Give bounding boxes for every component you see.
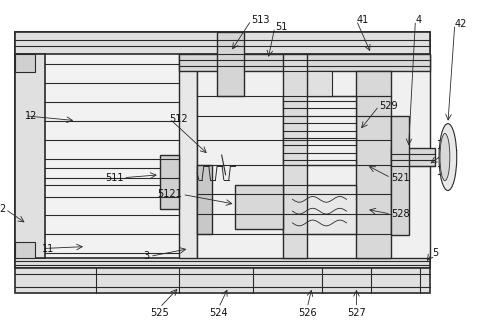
Bar [179, 54, 197, 258]
Bar [197, 54, 430, 258]
Text: 42: 42 [455, 19, 467, 29]
Bar [15, 54, 44, 258]
Text: 1: 1 [452, 143, 458, 153]
Text: 41: 41 [356, 16, 369, 26]
Text: 528: 528 [391, 209, 410, 219]
Ellipse shape [440, 133, 450, 181]
Bar [15, 54, 35, 71]
Bar [235, 185, 283, 229]
Bar [15, 242, 35, 258]
Text: 513: 513 [251, 16, 270, 26]
Bar [391, 148, 435, 166]
Bar [15, 32, 430, 268]
Text: 525: 525 [150, 307, 169, 318]
Text: 12: 12 [25, 111, 37, 121]
Text: 4: 4 [415, 16, 422, 26]
Text: 11: 11 [42, 244, 54, 254]
Text: 527: 527 [347, 307, 366, 318]
Text: 3: 3 [144, 251, 150, 261]
Bar [179, 54, 430, 70]
Bar [307, 70, 332, 96]
Text: 524: 524 [210, 307, 228, 318]
Bar [391, 116, 409, 235]
Bar [283, 96, 356, 165]
Bar [283, 54, 307, 258]
Text: 5121: 5121 [157, 190, 183, 199]
Bar [356, 70, 391, 258]
Text: 512: 512 [170, 114, 188, 124]
Bar [283, 185, 356, 234]
Text: 5: 5 [432, 248, 439, 258]
Text: 526: 526 [298, 307, 316, 318]
Text: 521: 521 [391, 173, 410, 183]
Bar [197, 165, 212, 234]
Text: 511: 511 [105, 173, 123, 183]
Ellipse shape [439, 124, 457, 191]
Bar [160, 155, 179, 209]
Text: 2: 2 [0, 204, 5, 214]
Bar [15, 32, 430, 54]
Bar [15, 258, 430, 268]
Bar [217, 32, 244, 96]
Text: 529: 529 [379, 101, 398, 111]
Bar [15, 268, 430, 293]
Text: 51: 51 [275, 22, 287, 32]
